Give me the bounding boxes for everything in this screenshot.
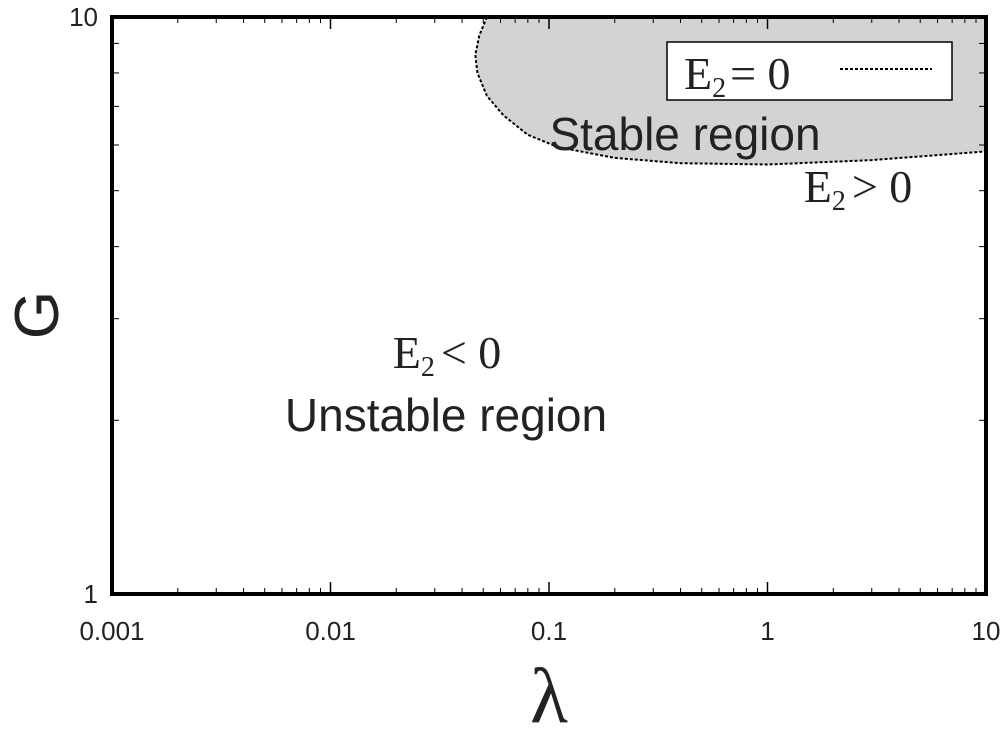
legend-box bbox=[666, 41, 953, 101]
stable-condition-label: E2 > 0 bbox=[804, 161, 913, 217]
unstable-condition-sub: 2 bbox=[421, 352, 435, 383]
stable-condition-rest: > 0 bbox=[852, 161, 912, 212]
legend-label: E2= 0 bbox=[684, 48, 791, 104]
y-tick-label: 1 bbox=[84, 579, 98, 609]
x-axis-label: λ bbox=[530, 652, 568, 730]
unstable-condition-label: E2 < 0 bbox=[393, 327, 502, 383]
boundary-curve-e2-zero bbox=[474, 16, 987, 166]
unstable-condition-main: E bbox=[393, 327, 421, 378]
unstable-region-label: Unstable region bbox=[285, 389, 607, 441]
legend: E2= 0 bbox=[666, 41, 953, 104]
x-tick-label: 0.01 bbox=[305, 616, 356, 646]
legend-label-rest: = 0 bbox=[730, 48, 790, 99]
y-tick-label: 10 bbox=[69, 2, 98, 32]
x-tick-label: 1 bbox=[760, 616, 774, 646]
x-tick-label: 0.1 bbox=[531, 616, 567, 646]
x-tick-label: 10 bbox=[972, 616, 1001, 646]
plot-frame bbox=[110, 15, 988, 596]
y-axis-label: G bbox=[3, 291, 72, 339]
unstable-condition-rest: < 0 bbox=[441, 327, 501, 378]
stable-region-label: Stable region bbox=[549, 108, 820, 160]
stable-condition-main: E bbox=[804, 161, 832, 212]
tick-layer: 0.001 0.01 0.1 1 10 1 10 bbox=[69, 2, 1000, 646]
legend-label-sub: 2 bbox=[712, 73, 726, 104]
x-tick-label: 0.001 bbox=[79, 616, 144, 646]
stable-condition-sub: 2 bbox=[832, 186, 846, 217]
legend-label-main: E bbox=[684, 48, 712, 99]
